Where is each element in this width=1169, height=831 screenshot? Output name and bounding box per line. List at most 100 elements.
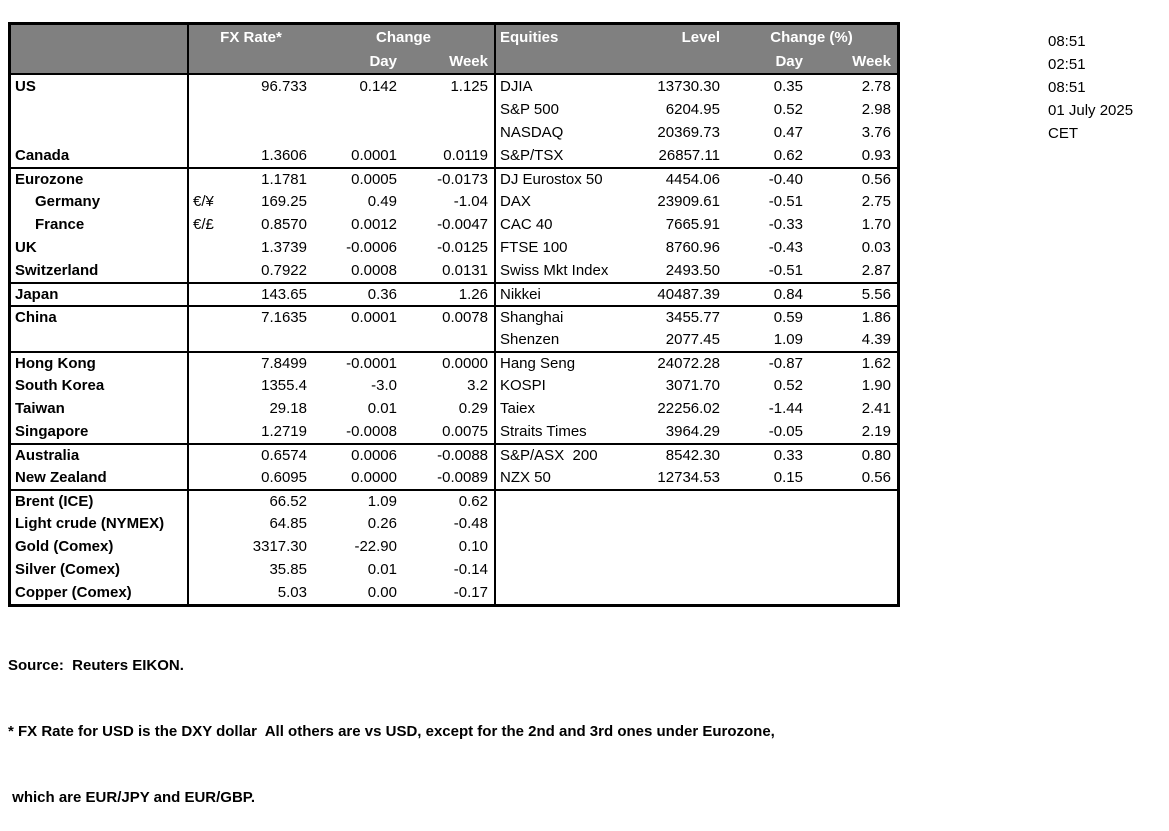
equity-name-cell: FTSE 100 — [500, 239, 568, 256]
equity-week-cell: 0.93 — [861, 147, 891, 164]
equity-name-cell: Nikkei — [500, 286, 541, 303]
fx-rate-cell: 1.3739 — [261, 239, 307, 256]
footnote-line-2: which are EUR/JPY and EUR/GBP. — [8, 789, 256, 806]
equity-week-cell: 1.70 — [861, 216, 891, 233]
equity-week-cell: 4.39 — [861, 331, 891, 348]
fx-rate-cell: 1.2719 — [261, 423, 307, 440]
table-row: Singapore 1.2719 -0.0008 0.0075 Straits Time… — [11, 420, 897, 443]
equity-name-cell: S&P/TSX — [500, 147, 564, 164]
equity-name-cell: Taiex — [500, 400, 536, 417]
equity-level-cell: 40487.39 — [657, 286, 720, 303]
fx-label-cell: Light crude (NYMEX) — [11, 512, 189, 535]
fx-week-header: Week — [403, 49, 496, 73]
blank-header-cell — [496, 49, 639, 73]
equity-day-cell: 0.62 — [773, 147, 803, 164]
fx-day-cell: 0.0000 — [351, 469, 397, 486]
timestamp-block: 08:51 02:51 08:51 01 July 2025 CET — [1048, 30, 1133, 145]
fx-rate-cell: 35.85 — [269, 561, 307, 578]
fx-day-cell — [313, 98, 403, 121]
equity-name-cell: DJIA — [500, 78, 533, 95]
fx-week-cell: 0.0075 — [403, 420, 496, 443]
equity-name-cell: CAC 40 — [500, 216, 553, 233]
fx-day-cell: 0.0005 — [351, 171, 397, 188]
equities-week-header: Week — [852, 52, 891, 70]
blank-header-cell — [189, 49, 229, 73]
fx-day-cell: 0.0001 — [351, 147, 397, 164]
fx-day-cell — [313, 121, 403, 144]
fx-label-cell: Australia — [11, 445, 189, 466]
fx-week-cell: -0.14 — [403, 558, 496, 581]
equity-name-cell — [496, 581, 639, 604]
fx-week-cell: -1.04 — [403, 190, 496, 213]
equity-week-cell — [809, 581, 897, 604]
fx-day-cell: 0.0012 — [351, 216, 397, 233]
fx-change-header: Change — [313, 25, 496, 49]
fx-rate-cell — [229, 328, 313, 351]
fx-pair-cell — [189, 558, 229, 581]
equity-week-cell: 1.90 — [861, 377, 891, 394]
fx-pair-cell — [189, 169, 229, 190]
equity-week-cell: 0.56 — [861, 469, 891, 486]
table-body: US 96.733 0.142 1.125 DJIA 13730.30 0.35 2.78 S&… — [11, 75, 897, 604]
equity-week-cell — [809, 491, 897, 512]
fx-day-cell: 0.01 — [367, 561, 397, 578]
footnote-line-1: * FX Rate for USD is the DXY dollar All … — [8, 723, 775, 740]
equity-level-cell: 13730.30 — [657, 78, 720, 95]
fx-week-cell: 0.0131 — [403, 259, 496, 282]
table-row: UK 1.3739 -0.0006 -0.0125 FTSE 100 8760.96 -0.… — [11, 236, 897, 259]
equity-week-cell: 2.87 — [861, 262, 891, 279]
equity-day-cell — [726, 535, 809, 558]
timestamp-line: 02:51 — [1048, 56, 1086, 73]
fx-day-cell: 0.0006 — [351, 447, 397, 464]
fx-label-cell: Eurozone — [11, 169, 189, 190]
fx-rate-header: FX Rate* — [220, 28, 282, 46]
fx-rate-cell: 1355.4 — [261, 377, 307, 394]
fx-rate-cell: 5.03 — [277, 584, 307, 601]
equity-week-cell: 2.78 — [861, 78, 891, 95]
equity-level-cell: 6204.95 — [665, 101, 720, 118]
equity-name-cell: NZX 50 — [500, 469, 551, 486]
equity-week-cell: 0.56 — [861, 171, 891, 188]
fx-pair-cell — [189, 328, 229, 351]
fx-day-cell: 1.09 — [367, 493, 397, 510]
table-row: Switzerland 0.7922 0.0008 0.0131 Swiss Mkt I… — [11, 259, 897, 282]
equity-week-cell: 1.62 — [861, 355, 891, 372]
fx-day-cell: 0.26 — [367, 515, 397, 532]
equity-week-cell — [809, 558, 897, 581]
fx-day-cell: -0.0001 — [346, 355, 397, 372]
equity-name-cell — [496, 535, 639, 558]
equity-level-cell — [639, 491, 726, 512]
equity-name-cell: NASDAQ — [500, 124, 564, 141]
fx-rate-cell: 169.25 — [261, 193, 307, 210]
table-row: Germany €/¥ 169.25 0.49 -1.04 DAX 23909.61 -0.5… — [11, 190, 897, 213]
table-row: Canada 1.3606 0.0001 0.0119 S&P/TSX 26857.11 0… — [11, 144, 897, 167]
equity-day-cell: 1.09 — [773, 331, 803, 348]
fx-label-cell: South Korea — [11, 374, 189, 397]
equity-day-cell: 0.33 — [773, 447, 803, 464]
fx-day-cell: 0.0001 — [351, 309, 397, 326]
fx-pair-cell — [189, 353, 229, 374]
fx-pair-cell — [189, 535, 229, 558]
header-row-2: Day Week Day Week — [11, 49, 897, 73]
equity-name-cell: Straits Times — [500, 423, 587, 440]
equity-day-cell: -0.87 — [768, 355, 803, 372]
fx-rate-cell: 29.18 — [269, 400, 307, 417]
equity-level-cell: 7665.91 — [665, 216, 720, 233]
footnotes: Source: Reuters EIKON. * FX Rate for USD… — [8, 611, 775, 831]
equity-level-cell: 3071.70 — [665, 377, 720, 394]
fx-day-cell: 0.0008 — [351, 262, 397, 279]
table-row: Shenzen 2077.45 1.09 4.39 — [11, 328, 897, 351]
equity-day-cell: -0.43 — [768, 239, 803, 256]
table-row: Brent (ICE) 66.52 1.09 0.62 — [11, 489, 897, 512]
equity-day-cell — [726, 581, 809, 604]
fx-week-cell: -0.0173 — [403, 169, 496, 190]
table-row: China 7.1635 0.0001 0.0078 Shanghai 3455.77 0.… — [11, 305, 897, 328]
fx-week-cell — [403, 328, 496, 351]
fx-rate-cell: 3317.30 — [252, 538, 307, 555]
fx-pair-cell — [189, 144, 229, 167]
equity-name-cell: S&P/ASX 200 — [500, 447, 598, 464]
fx-pair-cell — [189, 466, 229, 489]
equities-change-header: Change (%) — [770, 28, 853, 46]
fx-rate-cell: 96.733 — [261, 78, 307, 95]
fx-label-cell — [11, 98, 189, 121]
